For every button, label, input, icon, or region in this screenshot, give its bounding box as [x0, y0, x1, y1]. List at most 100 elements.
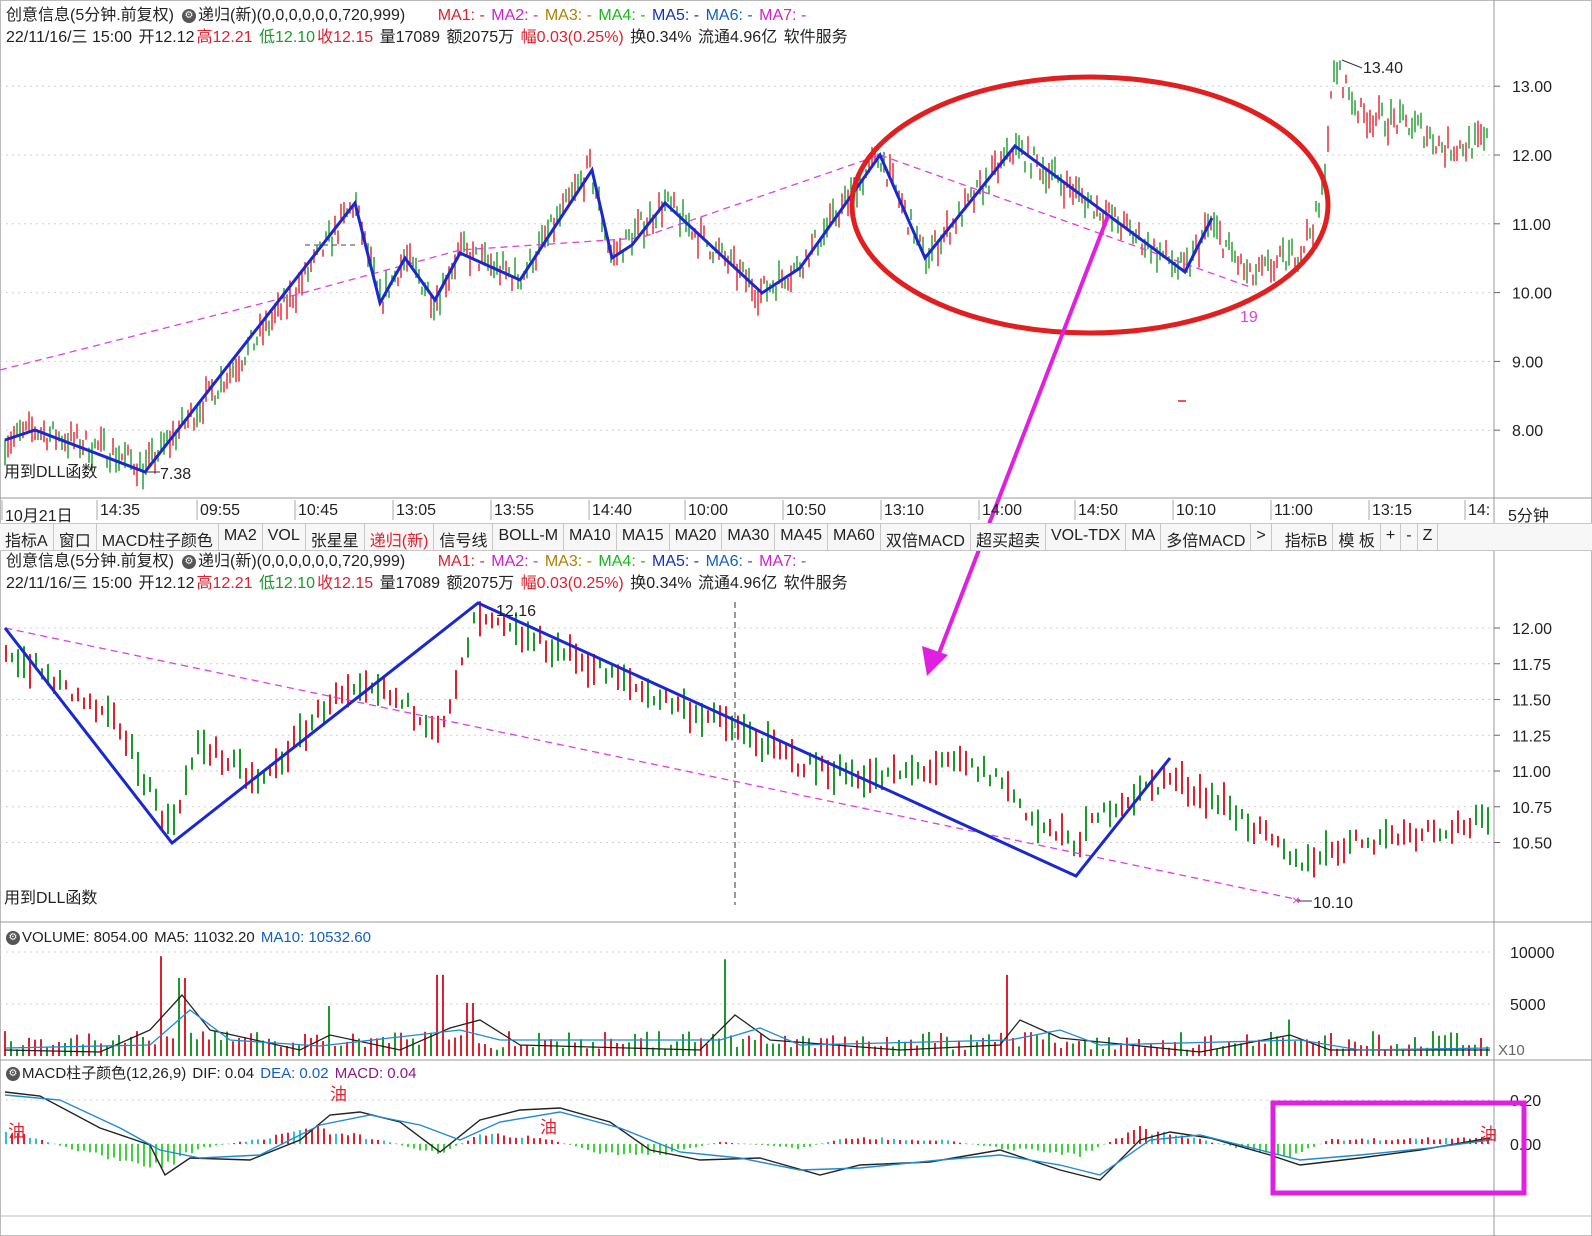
- toolbar-item[interactable]: 超买超卖: [971, 524, 1046, 550]
- volume-y-tick-label: 10000: [1510, 945, 1555, 962]
- macd-title: MACD柱子颜色(12,26,9): [22, 1065, 187, 1082]
- quote-close-2: 收12.15: [317, 575, 374, 592]
- main-zigzag-line: [4, 143, 1214, 474]
- main-high-pointer: [1341, 59, 1363, 69]
- ma7-label-2: MA7: -: [759, 553, 807, 570]
- ma7-label: MA7: -: [759, 7, 807, 24]
- macd-dif-line: [4, 1091, 1491, 1181]
- toolbar-item[interactable]: MA10: [564, 524, 617, 550]
- main-candles: [4, 60, 1488, 490]
- time-axis-label: 14:40: [592, 502, 633, 519]
- ma4-label: MA4: -: [598, 7, 646, 24]
- main-y-tick-label: 8.00: [1512, 423, 1543, 440]
- main-y-tick-label: 11.00: [1512, 217, 1551, 234]
- quote-change: 幅0.03(0.25%): [520, 29, 624, 46]
- toolbar-item[interactable]: Z: [1418, 524, 1439, 550]
- settings-gear-icon[interactable]: ⚙: [182, 8, 197, 23]
- indicator-toolbar: 指标A 窗口 MACD柱子颜色 MA2 VOL 张星星 递归(新) 信号线 BOLL-M MA10…: [0, 523, 1592, 551]
- toolbar-item[interactable]: 窗口: [54, 524, 97, 550]
- ma1-label-2: MA1: -: [437, 553, 485, 570]
- toolbar-item[interactable]: MA30: [722, 524, 776, 550]
- ma5-label: MA5: -: [652, 7, 700, 24]
- settings-gear-icon-2[interactable]: ⚙: [182, 554, 197, 569]
- zoom-trend-line: [4, 627, 1301, 901]
- toolbar-item[interactable]: MA60: [828, 524, 881, 550]
- macd-dea: DEA: 0.02: [260, 1065, 329, 1082]
- toolbar-item[interactable]: 张星星: [306, 524, 365, 550]
- toolbar-item[interactable]: 指标A: [0, 524, 54, 550]
- toolbar-item[interactable]: -: [1401, 524, 1418, 550]
- toolbar-item[interactable]: MA20: [670, 524, 723, 550]
- toolbar-item[interactable]: VOL-TDX: [1046, 524, 1127, 550]
- time-axis-label: 10:50: [786, 502, 827, 519]
- quote-high-2: 高12.21: [196, 575, 253, 592]
- time-axis-label: 09:55: [200, 502, 241, 519]
- indicator-title: 递归(新)(0,0,0,0,0,0,720,999): [198, 7, 406, 24]
- quote-amount-2: 额2075万: [446, 575, 515, 592]
- quote-date: 22/11/16/三 15:00: [6, 29, 133, 46]
- macd-signal-mark: 油: [8, 1122, 25, 1141]
- toolbar-item[interactable]: MA: [1126, 524, 1162, 550]
- period-label[interactable]: 5分钟: [1508, 508, 1549, 525]
- ma3-label-2: MA3: -: [544, 553, 592, 570]
- toolbar-item[interactable]: 双倍MACD: [881, 524, 971, 550]
- toolbar-item[interactable]: 指标B: [1280, 524, 1334, 550]
- time-axis-label: 13:55: [494, 502, 535, 519]
- ma6-label: MA6: -: [705, 7, 753, 24]
- toolbar-item[interactable]: 递归(新): [365, 524, 435, 550]
- time-axis-label: 11:00: [1274, 502, 1313, 519]
- main-count-label: 19: [1240, 309, 1258, 326]
- quote-low-2: 低12.10: [259, 575, 316, 592]
- zoom-low-marker: ×: [1292, 892, 1300, 908]
- time-axis-label: 13:05: [396, 502, 437, 519]
- ma2-label-2: MA2: -: [491, 553, 539, 570]
- main-y-tick-label: 9.00: [1512, 354, 1543, 371]
- quote-amount: 额2075万: [446, 29, 515, 46]
- zoom-dll-label: 用到DLL函数: [4, 890, 98, 907]
- time-axis-label: 10:10: [1176, 502, 1217, 519]
- toolbar-item[interactable]: MA45: [775, 524, 829, 550]
- toolbar-item[interactable]: 模 板: [1333, 524, 1381, 550]
- toolbar-item[interactable]: VOL: [263, 524, 306, 550]
- volume-ma5-line: [4, 994, 1490, 1053]
- zoom-low-label: 10.10: [1313, 895, 1353, 912]
- ma6-label-2: MA6: -: [705, 553, 753, 570]
- annotation-ellipse: [849, 74, 1331, 336]
- time-axis-label: 10:45: [298, 502, 339, 519]
- time-axis-label: 13:10: [884, 502, 925, 519]
- macd-signal-mark: 油: [540, 1118, 557, 1137]
- time-axis-label: 14:50: [1078, 502, 1119, 519]
- volume-gear-icon[interactable]: ⚙: [6, 931, 20, 946]
- quote-open-2: 开12.12: [138, 575, 195, 592]
- toolbar-item[interactable]: >: [1251, 524, 1272, 550]
- toolbar-item[interactable]: BOLL-M: [493, 524, 565, 550]
- time-axis: 10月21日 14:35 09:55 10:45 13:05 13:55 14:40 10:0…: [0, 500, 1592, 525]
- time-axis-label: 13:15: [1372, 502, 1413, 519]
- volume-ma10: MA10: 10532.60: [260, 929, 371, 946]
- macd-signal-mark: 油: [1480, 1125, 1497, 1144]
- toolbar-item[interactable]: MACD柱子颜色: [97, 524, 219, 550]
- indicator-title-2: 递归(新)(0,0,0,0,0,0,720,999): [198, 553, 406, 570]
- toolbar-item[interactable]: 多倍MACD: [1161, 524, 1252, 550]
- volume-ma10-line: [4, 1009, 1491, 1051]
- volume-y-tick-label: 5000: [1510, 997, 1546, 1014]
- quote-volume: 量17089: [379, 29, 441, 46]
- zoom-candles: [5, 601, 1489, 878]
- ma5-label-2: MA5: -: [652, 553, 700, 570]
- ma1-label: MA1: -: [437, 7, 485, 24]
- volume-scale-label: X10: [1498, 1042, 1525, 1059]
- volume-bars: [4, 956, 1488, 1056]
- main-header-line1: 创意信息(5分钟.前复权) ⚙ 递归(新)(0,0,0,0,0,0,720,999)…: [6, 6, 808, 26]
- quote-open: 开12.12: [138, 29, 195, 46]
- annotation-box: [1270, 1100, 1527, 1196]
- quote-float-2: 流通4.96亿: [698, 575, 778, 592]
- toolbar-item[interactable]: 信号线: [434, 524, 494, 550]
- toolbar-item[interactable]: MA15: [617, 524, 670, 550]
- macd-gear-icon[interactable]: ⚙: [6, 1067, 20, 1082]
- zoom-y-tick-label: 11.00: [1512, 764, 1551, 781]
- main-header-line2: 22/11/16/三 15:00 开12.12 高12.21 低12.10 收12.…: [6, 28, 850, 48]
- quote-high: 高12.21: [196, 29, 253, 46]
- toolbar-item[interactable]: +: [1381, 524, 1402, 550]
- toolbar-item[interactable]: MA2: [219, 524, 263, 550]
